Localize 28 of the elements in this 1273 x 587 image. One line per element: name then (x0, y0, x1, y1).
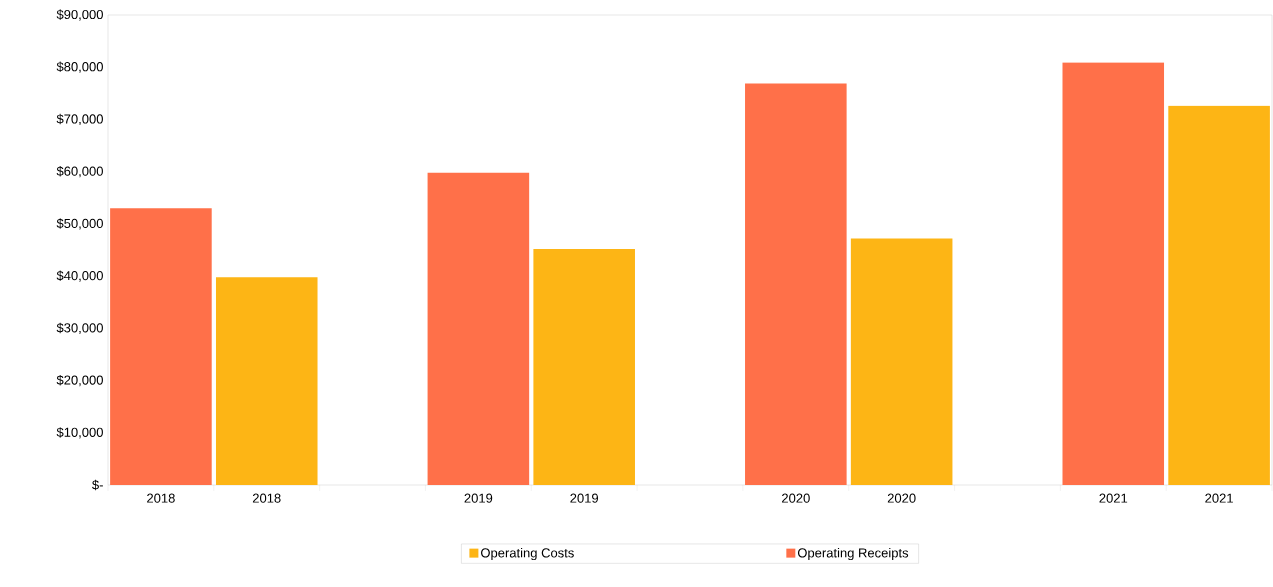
y-tick-label: $30,000 (56, 322, 103, 334)
x-tick-label: 2018 (252, 493, 281, 503)
bar (850, 238, 953, 485)
x-tick-label: 2020 (782, 493, 810, 503)
x-tick-label: 2019 (464, 493, 493, 503)
bar (745, 83, 847, 485)
y-tick-label: $20,000 (56, 374, 103, 387)
y-tick-label: $60,000 (56, 166, 103, 178)
y-tick-label: $70,000 (56, 113, 103, 126)
x-tick-label: 2019 (570, 493, 599, 503)
x-tick-label: 2018 (147, 493, 175, 503)
bar (1168, 105, 1270, 485)
x-tick-label: 2021 (1205, 493, 1233, 503)
y-tick-label: $40,000 (56, 270, 103, 282)
legend-label: Operating Receipts (797, 547, 909, 561)
legend-label: Operating Costs (481, 547, 574, 561)
x-tick-label: 2020 (887, 493, 916, 503)
y-tick-label: $50,000 (56, 218, 103, 230)
x-tick-label: 2021 (1099, 493, 1128, 503)
y-tick-label: $80,000 (56, 61, 103, 73)
y-tick-label: $10,000 (56, 427, 103, 439)
bar (110, 208, 212, 485)
y-tick-label: $90,000 (56, 9, 103, 21)
bar (427, 172, 530, 485)
bar (1062, 62, 1165, 485)
bar (533, 248, 635, 485)
y-tick-label: $- (92, 479, 103, 491)
bar (215, 277, 318, 485)
